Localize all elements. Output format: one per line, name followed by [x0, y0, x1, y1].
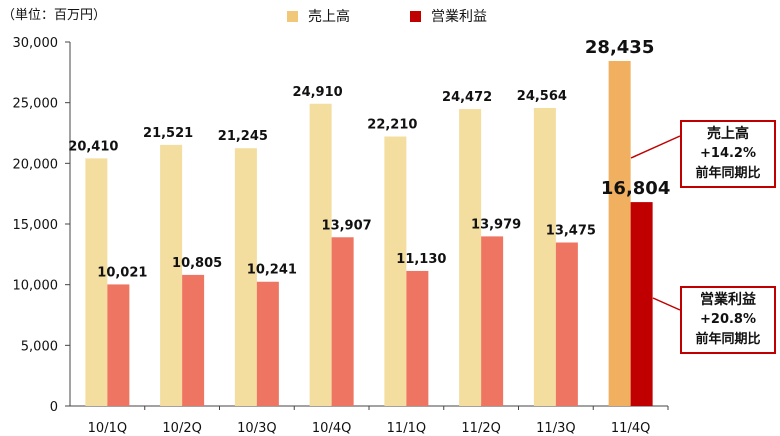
y-tick-label: 30,000	[13, 36, 59, 51]
y-tick-label: 0	[50, 400, 58, 415]
callout-sales-growth: 売上高 +14.2% 前年同期比	[680, 120, 776, 188]
legend-label-sales: 売上高	[308, 9, 350, 25]
value-label-sales: 24,472	[442, 90, 492, 105]
bar-sales	[160, 144, 183, 406]
callout-leader-profit	[652, 297, 681, 311]
value-label-sales: 24,910	[293, 85, 343, 100]
x-tick-label: 11/4Q	[611, 421, 650, 436]
bar-profit	[630, 202, 653, 406]
x-tick-label: 10/3Q	[237, 421, 276, 436]
bar-profit	[481, 236, 504, 406]
value-label-sales: 22,210	[367, 118, 417, 133]
x-tick-label: 11/3Q	[536, 421, 575, 436]
x-axis-labels: 10/1Q 10/2Q 10/3Q 10/4Q 11/1Q 11/2Q 11/3Q 11/4Q	[88, 406, 669, 436]
callout-profit-percent: +20.8%	[700, 312, 756, 327]
value-label-profit: 13,979	[471, 217, 521, 232]
value-label-profit: 11,130	[396, 252, 446, 267]
bar-sales	[85, 158, 108, 406]
value-label-sales: 28,435	[585, 37, 654, 58]
unit-label: （単位：百万円）	[2, 8, 107, 23]
callout-leader-sales	[630, 135, 681, 159]
callout-sales-title: 売上高	[707, 126, 749, 142]
value-label-profit: 10,021	[97, 265, 147, 280]
bar-sales	[459, 109, 482, 407]
callout-sales-percent: +14.2%	[700, 146, 756, 161]
value-label-profit: 16,804	[601, 178, 670, 199]
x-tick-label: 10/1Q	[88, 421, 127, 436]
x-tick-label: 11/1Q	[387, 421, 426, 436]
value-label-sales: 24,564	[517, 89, 567, 104]
bar-profit	[182, 274, 205, 406]
bar-sales	[234, 148, 257, 406]
value-label-profit: 10,805	[172, 256, 222, 271]
value-label-sales: 20,410	[68, 139, 118, 154]
bar-sales	[309, 103, 332, 406]
value-label-sales: 21,245	[218, 129, 268, 144]
bar-profit	[406, 270, 429, 406]
chart-legend: 売上高 営業利益	[287, 6, 487, 26]
callout-profit-growth: 営業利益 +20.8% 前年同期比	[680, 286, 776, 354]
callout-sales-note: 前年同期比	[695, 166, 761, 181]
y-axis-ticks: 0 5,000 10,000 15,000 20,000 25,000 30,000	[13, 36, 70, 415]
callout-profit-note: 前年同期比	[695, 332, 761, 347]
x-tick-label: 10/2Q	[162, 421, 201, 436]
legend-item-sales: 売上高	[287, 6, 350, 26]
value-label-profit: 13,907	[322, 218, 372, 233]
legend-swatch-sales	[287, 10, 298, 22]
value-labels: 20,410 10,021 21,521 10,805 21,245 10,241 24,9…	[68, 37, 670, 280]
bars-group	[85, 60, 653, 407]
y-tick-label: 25,000	[13, 97, 59, 112]
y-tick-label: 10,000	[13, 279, 59, 294]
x-tick-label: 11/2Q	[461, 421, 500, 436]
bar-sales	[384, 136, 407, 406]
bar-sales	[608, 60, 631, 406]
bar-sales	[533, 107, 556, 407]
value-label-profit: 10,241	[247, 263, 297, 278]
y-tick-label: 15,000	[13, 218, 59, 233]
bar-profit	[107, 284, 130, 406]
x-tick-label: 10/4Q	[312, 421, 351, 436]
value-label-profit: 13,475	[546, 224, 596, 239]
bar-profit	[555, 242, 578, 406]
y-tick-label: 5,000	[21, 339, 58, 354]
callout-profit-title: 営業利益	[700, 292, 756, 308]
bar-profit	[256, 281, 279, 406]
y-tick-label: 20,000	[13, 157, 59, 172]
legend-label-profit: 営業利益	[431, 9, 487, 25]
legend-item-profit: 営業利益	[410, 6, 487, 26]
legend-swatch-profit	[410, 10, 421, 22]
value-label-sales: 21,521	[143, 126, 193, 141]
bar-profit	[331, 237, 354, 406]
